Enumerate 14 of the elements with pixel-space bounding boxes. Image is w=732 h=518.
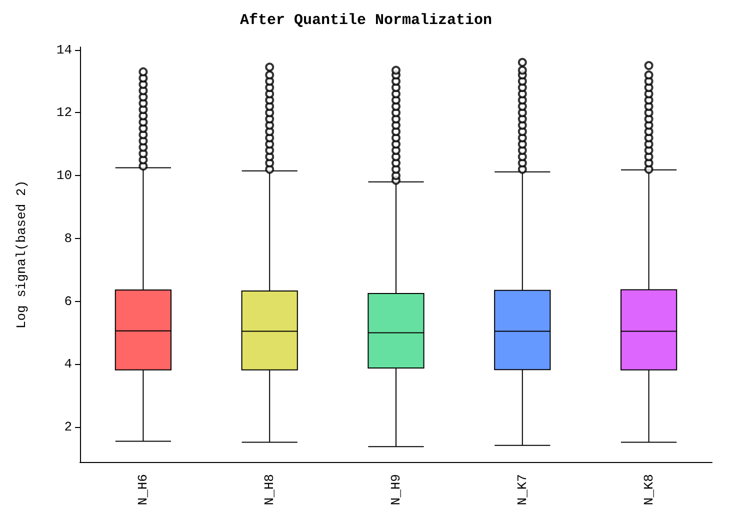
y-tick-label: 12	[56, 105, 72, 120]
y-tick-label: 8	[64, 230, 72, 246]
y-tick-label: 4	[64, 356, 72, 372]
x-tick-label: N_H9	[388, 474, 404, 506]
x-tick-label: N_K8	[641, 474, 656, 506]
y-tick-label: 10	[56, 168, 72, 184]
chart-title: After Quantile Normalization	[240, 12, 492, 29]
y-tick-label: 2	[64, 420, 72, 435]
y-axis-title: Log signal(based 2)	[14, 180, 29, 329]
x-tick-label: N_H6	[136, 474, 151, 506]
x-tick-label: N_H8	[262, 474, 278, 506]
x-tick-label: N_K7	[514, 474, 530, 506]
y-tick-label: 6	[64, 294, 72, 309]
y-tick-label: 14	[56, 42, 72, 58]
